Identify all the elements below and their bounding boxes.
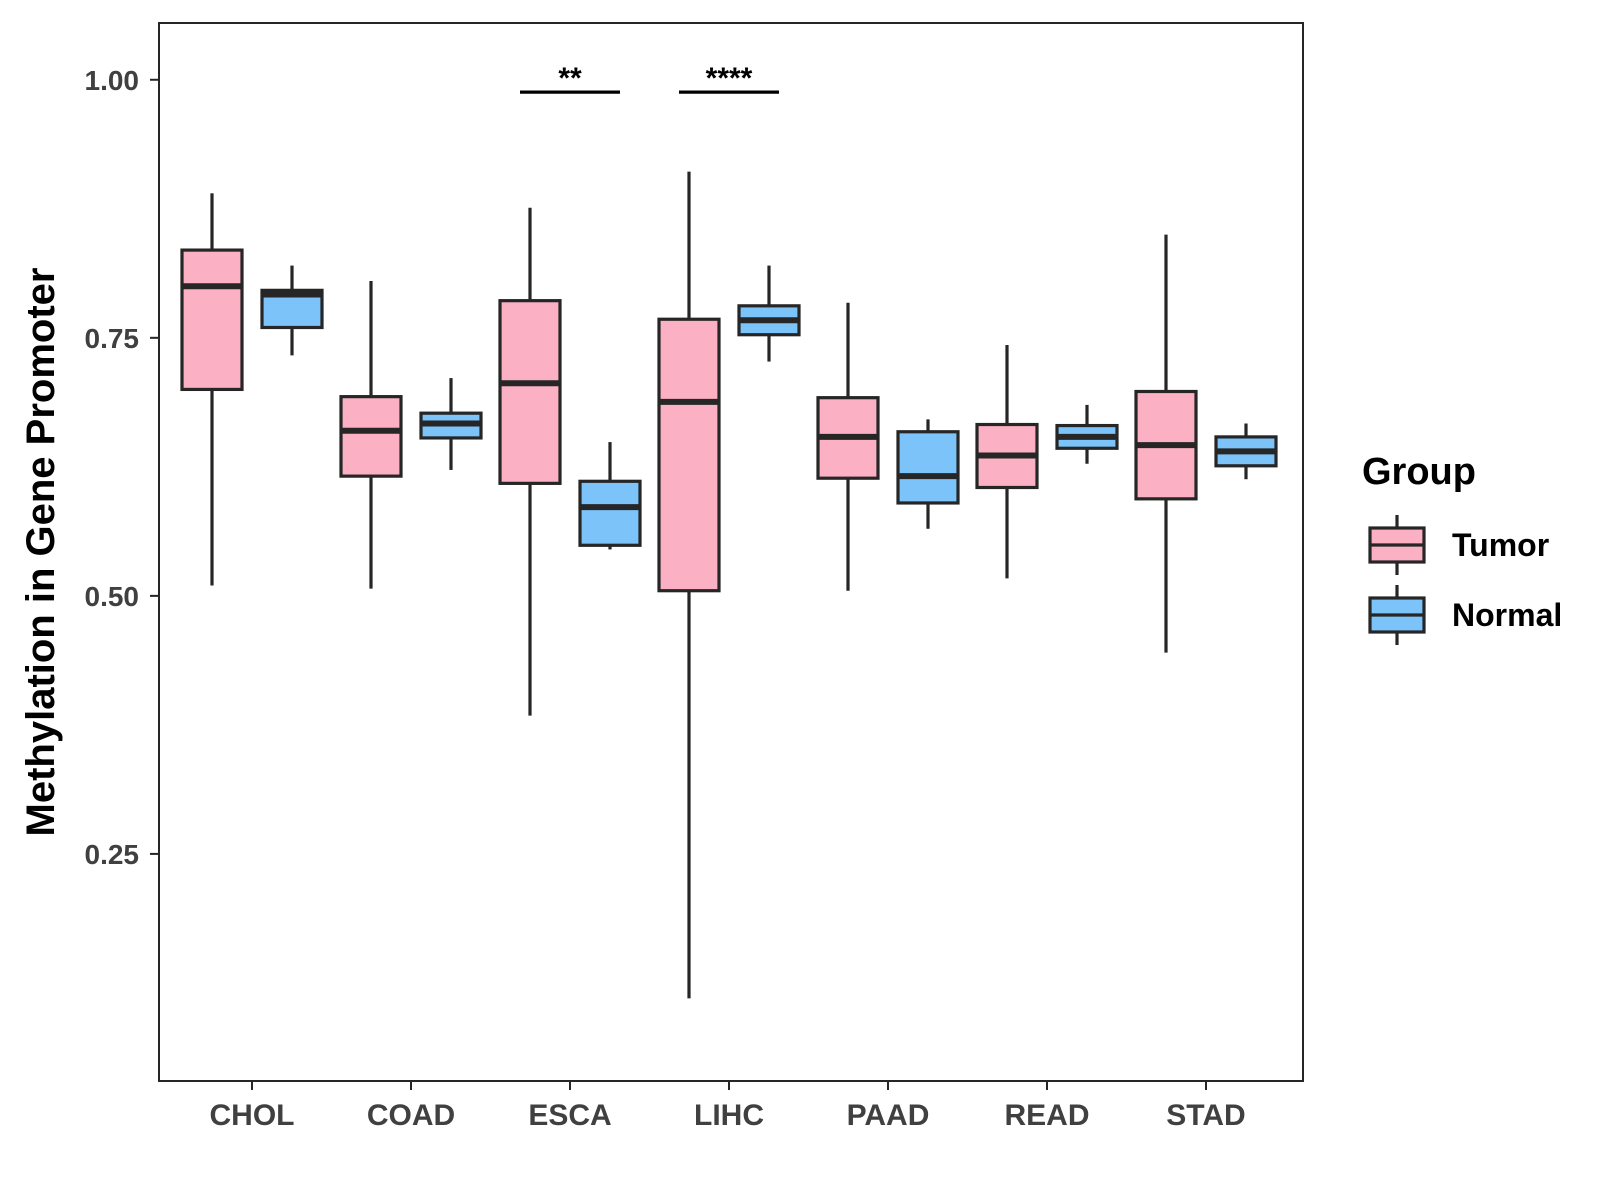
legend-label: Tumor [1452, 527, 1549, 563]
y-tick-label: 0.25 [85, 839, 140, 870]
y-tick-label: 1.00 [85, 65, 140, 96]
y-tick-label: 0.75 [85, 323, 140, 354]
x-tick-label: ESCA [528, 1099, 611, 1132]
legend-label: Normal [1452, 597, 1562, 633]
legend-title: Group [1362, 451, 1476, 493]
box-body [180, 248, 244, 392]
box-body [578, 479, 642, 547]
box-tumor-lihc [657, 171, 721, 999]
box-body [339, 395, 403, 478]
box-tumor-coad [339, 281, 403, 589]
panel-border [158, 22, 1304, 1082]
box-tumor-chol [180, 193, 244, 586]
box-tumor-esca [498, 207, 562, 716]
x-tick-label: STAD [1166, 1099, 1245, 1132]
box-tumor-read [975, 345, 1039, 579]
box-tumor-paad [816, 302, 880, 591]
box-normal-stad [1214, 423, 1278, 480]
x-tick-label: COAD [367, 1099, 455, 1132]
box-body [657, 317, 721, 593]
box-tumor-stad [1134, 234, 1198, 653]
box-normal-coad [419, 378, 483, 470]
y-axis: 0.25 0.50 0.75 1.00 [85, 65, 159, 870]
significance-label: ** [558, 62, 582, 95]
box-normal-esca [578, 442, 642, 550]
y-axis-title: Methylation in Gene Promoter [19, 268, 63, 837]
x-axis: CHOL COAD ESCA LIHC PAAD READ STAD [210, 1081, 1246, 1132]
x-tick-label: LIHC [694, 1099, 764, 1132]
plot-area: ** **** [158, 22, 1304, 1082]
significance-label: **** [706, 62, 753, 95]
significance-esca: ** [520, 62, 620, 95]
y-tick-label: 0.50 [85, 581, 140, 612]
box-normal-chol [260, 265, 324, 356]
box-normal-read [1055, 404, 1119, 464]
box-body [896, 430, 960, 505]
legend-item-tumor: Tumor [1368, 515, 1549, 575]
box-normal-lihc [737, 265, 801, 362]
legend: Group Tumor Normal [1362, 451, 1562, 645]
x-tick-label: PAAD [847, 1099, 930, 1132]
box-body [498, 299, 562, 485]
x-tick-label: CHOL [210, 1099, 295, 1132]
x-tick-label: READ [1004, 1099, 1089, 1132]
box-normal-paad [896, 419, 960, 529]
legend-item-normal: Normal [1368, 585, 1562, 645]
significance-lihc: **** [679, 62, 779, 95]
